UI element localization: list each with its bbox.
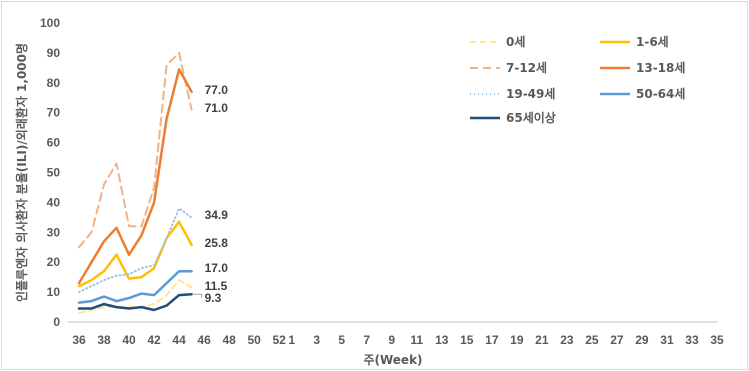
end-labels: 77.0 71.0 34.9 25.8 17.0 11.59.3 (193, 83, 229, 305)
legend-label: 13-18세 (636, 60, 685, 75)
legend-label: 1-6세 (636, 34, 669, 49)
x-tick-label: 29 (635, 333, 649, 347)
legend-label: 65세이상 (506, 110, 556, 125)
y-tick-label: 100 (40, 16, 60, 30)
legend-item: 65세이상 (470, 110, 556, 125)
x-tick-label: 3 (313, 333, 320, 347)
x-tick-label: 23 (560, 333, 574, 347)
series-line-5 (77, 269, 193, 304)
legend-item: 1-6세 (600, 34, 669, 49)
x-tick-label: 9 (388, 333, 395, 347)
x-tick-label: 13 (435, 333, 449, 347)
series-line-6 (77, 292, 193, 312)
x-tick-label: 33 (685, 333, 699, 347)
y-tick-label: 40 (47, 195, 61, 209)
end-value-label: 11.5 (205, 279, 228, 293)
x-tick-label: 11 (410, 333, 423, 347)
x-tick-label: 7 (363, 333, 370, 347)
x-tick-label: 15 (460, 333, 474, 347)
leader-line (193, 293, 203, 298)
series-lines (77, 51, 193, 314)
y-axis-ticks: 0 10 20 30 40 50 60 70 80 90 100 (40, 16, 60, 329)
legend-label: 0세 (506, 34, 525, 49)
end-value-label: 71.0 (205, 101, 229, 115)
y-tick-label: 60 (47, 136, 61, 150)
x-tick-label: 21 (535, 333, 549, 347)
x-tick-label: 38 (97, 333, 111, 347)
x-tick-label: 44 (172, 333, 186, 347)
x-tick-label: 36 (72, 333, 86, 347)
y-tick-label: 70 (47, 106, 61, 120)
legend-label: 19-49세 (506, 86, 555, 101)
x-tick-label: 46 (197, 333, 211, 347)
legend: 0세 1-6세 7-12세 13-18세 19-49세 50-64세 65세이상 (470, 34, 685, 125)
x-tick-label: 5 (338, 333, 345, 347)
x-tick-label: 19 (510, 333, 524, 347)
y-tick-label: 0 (53, 315, 60, 329)
series-line-2 (78, 51, 193, 249)
y-tick-label: 80 (47, 76, 61, 90)
legend-label: 50-64세 (636, 86, 685, 101)
legend-item: 19-49세 (470, 86, 555, 101)
x-tick-label: 42 (147, 333, 161, 347)
x-tick-label: 40 (122, 333, 136, 347)
y-tick-label: 10 (47, 285, 61, 299)
x-tick-label: 35 (710, 333, 724, 347)
x-axis-ticks: 36 38 40 42 44 46 48 50 52 1 3 5 7 9 11 13 15 17 19 21 23 25 2… (72, 333, 724, 347)
legend-item: 50-64세 (600, 86, 685, 101)
legend-item: 7-12세 (470, 60, 547, 75)
end-value-label: 77.0 (205, 83, 229, 97)
x-tick-label: 48 (222, 333, 236, 347)
x-axis-title: 주(Week) (363, 353, 422, 367)
y-axis-title-text: 인플루엔자 의사환자 분율(ILI)/외래환자 1,000명 (14, 43, 29, 302)
x-tick-label: 52 (272, 333, 286, 347)
x-tick-label: 1 (288, 333, 295, 347)
y-tick-label: 20 (47, 255, 61, 269)
series-line-1 (77, 220, 193, 288)
x-tick-label: 50 (247, 333, 261, 347)
series-line-4 (78, 207, 193, 294)
legend-item: 13-18세 (600, 60, 685, 75)
end-value-label: 9.3 (205, 291, 222, 305)
y-tick-label: 90 (47, 46, 61, 60)
end-value-label: 34.9 (205, 208, 229, 222)
x-tick-label: 31 (660, 333, 674, 347)
series-line-3 (77, 68, 193, 285)
x-tick-label: 27 (610, 333, 624, 347)
legend-item: 0세 (470, 34, 525, 49)
y-tick-label: 30 (47, 225, 61, 239)
end-value-label: 25.8 (205, 236, 229, 250)
x-tick-label: 17 (485, 333, 499, 347)
legend-label: 7-12세 (506, 60, 547, 75)
end-value-label: 17.0 (205, 261, 229, 275)
y-axis-title: 인플루엔자 의사환자 분율(ILI)/외래환자 1,000명 (14, 43, 29, 302)
x-tick-label: 25 (585, 333, 599, 347)
y-tick-label: 50 (47, 166, 61, 180)
